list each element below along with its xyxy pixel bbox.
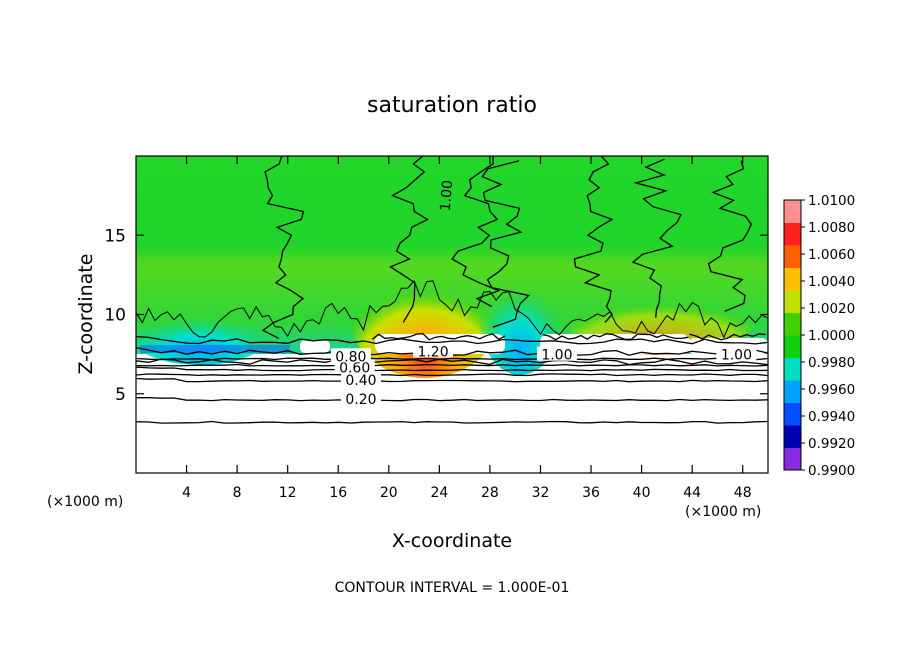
saturation-contour <box>261 156 305 339</box>
y-axis-label: Z-coordinate <box>75 254 97 375</box>
colorbar-label: 1.0040 <box>808 274 855 290</box>
colorbar-swatch <box>784 312 801 336</box>
x-tick-label: 8 <box>233 485 242 501</box>
plot-area: 0.20 0.400.600.80 1.20 1.00 1.00 1.00 <box>136 156 768 473</box>
contour-line <box>136 377 768 383</box>
cloud-outline <box>372 333 506 341</box>
chart-title: saturation ratio <box>367 93 537 118</box>
x-tick-label: 48 <box>734 485 752 501</box>
contour-label-bg <box>340 391 381 406</box>
cloud-outline <box>542 333 689 341</box>
x-unit-right: (×1000 m) <box>685 504 761 520</box>
saturation-contours <box>136 156 768 341</box>
colorbar-swatch <box>784 402 801 426</box>
contour-label: 1.20 <box>417 345 448 361</box>
y-tick-label: 15 <box>104 226 126 246</box>
contour-label: 1.00 <box>438 179 457 211</box>
contour-line <box>136 420 768 424</box>
colorbar-label: 1.0020 <box>808 301 855 317</box>
saturation-contour <box>136 280 768 339</box>
colorbar-label: 1.0100 <box>808 193 855 209</box>
y-tick-label: 10 <box>104 306 126 326</box>
y-axis: 5 10 15 <box>104 226 768 405</box>
colorbar: 1.0100 1.0080 1.0060 1.0040 1.0020 1.0000 0.99… <box>783 193 855 479</box>
colorbar-swatch <box>784 222 801 246</box>
blue-band-west <box>140 345 290 353</box>
colorbar-swatch <box>784 267 801 291</box>
colorbar-label: 1.0000 <box>808 328 855 344</box>
colorbar-label: 0.9960 <box>808 382 855 398</box>
x-tick-label: 12 <box>279 485 297 501</box>
contour-line <box>136 335 768 345</box>
contour-label-bg <box>413 343 454 358</box>
cloud-cap-4 <box>300 340 330 353</box>
x-tick-label: 4 <box>182 485 191 501</box>
contour-line <box>136 366 768 372</box>
cloud-cap-2 <box>540 334 690 354</box>
x-axis-label: X-coordinate <box>392 530 512 552</box>
x-tick-label: 20 <box>380 485 398 501</box>
colorbar-swatch <box>784 380 801 403</box>
colorbar-label: 0.9940 <box>808 409 855 425</box>
x-tick-label: 40 <box>633 485 651 501</box>
contour-label-bg <box>716 346 757 361</box>
colorbar-label: 1.0080 <box>808 220 855 236</box>
colorbar-label: 1.0060 <box>808 247 855 263</box>
contour-interval-note: CONTOUR INTERVAL = 1.000E-01 <box>335 580 570 596</box>
colorbar-swatch <box>784 425 801 448</box>
colorbar-label: 0.9980 <box>808 355 855 371</box>
colorbar-swatch <box>784 245 801 268</box>
colorbar-swatch <box>784 335 801 358</box>
contour-label: 0.40 <box>345 373 376 389</box>
contour-label-bg <box>536 346 577 361</box>
x-tick-label: 44 <box>683 485 701 501</box>
saturation-contour <box>389 156 429 323</box>
x-unit-left: (×1000 m) <box>47 494 123 510</box>
contour-line <box>136 373 768 377</box>
saturation-contour <box>573 156 614 323</box>
colorbar-swatch <box>784 200 801 223</box>
cloud-outline <box>689 333 766 341</box>
contour-label-bg <box>330 348 371 363</box>
contour-label: 1.00 <box>721 348 752 364</box>
contour-line <box>136 358 768 366</box>
x-axis: 4 8 12 16 20 24 28 32 36 40 44 48 <box>182 156 752 501</box>
saturation-contour <box>707 160 752 312</box>
x-tick-label: 24 <box>430 485 448 501</box>
colorbar-swatch <box>784 290 801 313</box>
contour-label-bg <box>334 359 375 374</box>
saturation-contour <box>481 160 531 328</box>
y-tick-label: 5 <box>115 385 126 405</box>
contour-labels: 0.20 0.400.600.80 1.20 1.00 1.00 1.00 <box>330 179 757 408</box>
colorbar-swatch <box>784 357 801 381</box>
x-tick-label: 28 <box>481 485 499 501</box>
x-tick-label: 32 <box>532 485 550 501</box>
x-tick-label: 36 <box>582 485 600 501</box>
x-tick-label: 16 <box>329 485 347 501</box>
contour-label: 0.20 <box>345 392 376 408</box>
colorbar-label: 0.9920 <box>808 436 855 452</box>
saturation-contour <box>451 156 501 308</box>
contour-label-bg <box>340 372 381 387</box>
saturation-contour <box>631 158 682 318</box>
contour-line <box>136 363 768 367</box>
contour-label: 0.80 <box>335 349 366 365</box>
contour-line <box>136 396 768 402</box>
contour-label: 0.60 <box>339 360 370 376</box>
colorbar-swatch <box>784 447 801 471</box>
contour-label: 1.00 <box>541 348 572 364</box>
contour-line <box>136 357 768 361</box>
colorbar-label: 0.9900 <box>808 463 855 479</box>
